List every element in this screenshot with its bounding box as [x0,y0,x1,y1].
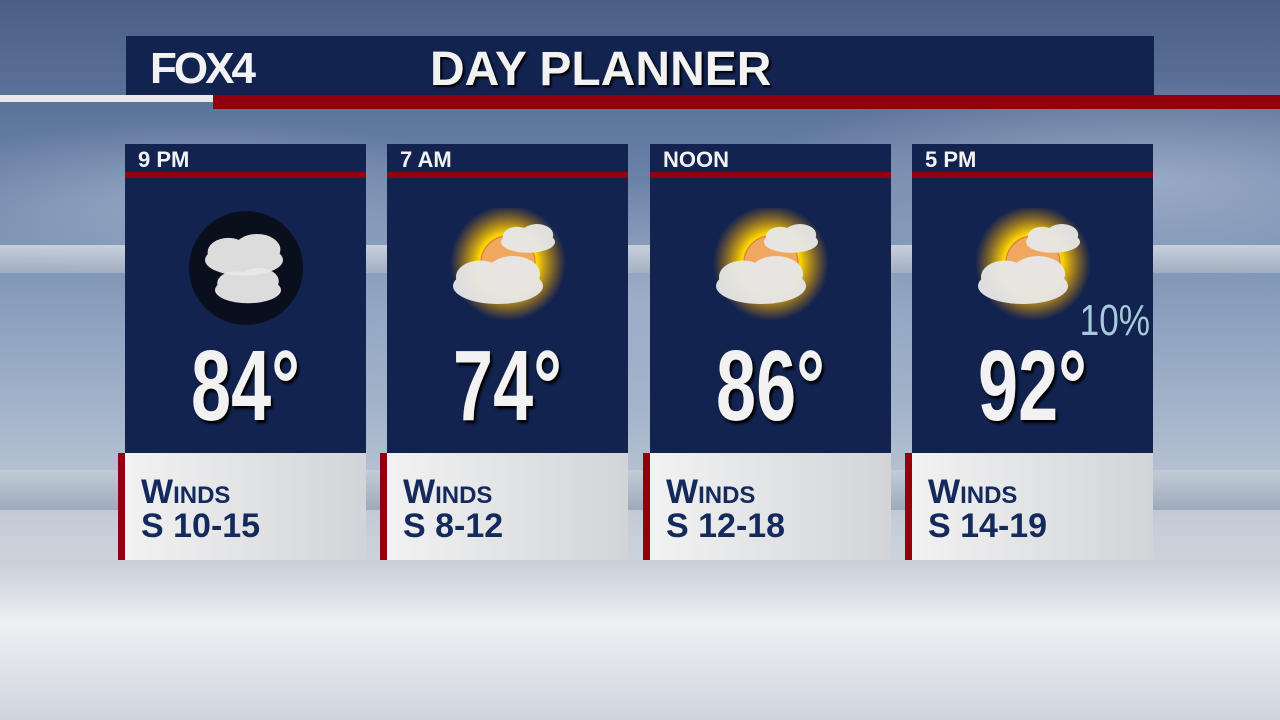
winds-label: Winds [141,473,231,511]
partly-sunny-icon [449,208,566,321]
divider [0,95,213,102]
forecast-body: 10% 92° [912,178,1153,453]
winds-value: S 10-15 [141,507,261,545]
forecast-body: 86° [650,178,891,453]
winds-panel: Winds S 12-18 [643,453,891,560]
background-floor [0,560,1280,720]
fox4-logo: FOX4 [150,44,256,93]
partly-sunny-icon [974,208,1091,321]
page-title: DAY PLANNER [430,43,772,96]
winds-value: S 8-12 [403,507,504,545]
divider [125,172,366,178]
winds-value: S 12-18 [666,507,786,545]
winds-panel: Winds S 10-15 [118,453,366,560]
divider [912,172,1153,178]
temperature: 74° [453,330,562,442]
divider [213,95,1280,109]
header-banner: FOX4 DAY PLANNER [126,36,1154,96]
winds-panel: Winds S 8-12 [380,453,628,560]
forecast-body: 84° [125,178,366,453]
divider [387,172,628,178]
period-time: 5 PM [912,144,1153,172]
winds-panel: Winds S 14-19 [905,453,1153,560]
temperature: 84° [191,330,300,442]
accent-bar [118,453,125,560]
forecast-card: NOON 86° Winds S 12-18 [643,144,891,560]
night-partly-cloudy-icon [188,211,303,325]
accent-bar [380,453,387,560]
accent-bar [643,453,650,560]
forecast-card: 9 PM 84° Winds S 10-15 [118,144,366,560]
period-time: 9 PM [125,144,366,172]
precip-chance: 10% [1079,296,1150,345]
winds-label: Winds [666,473,756,511]
partly-sunny-icon [712,208,829,321]
forecast-card: 5 PM 10% 92° Winds S 14-19 [905,144,1153,560]
forecast-body: 74° [387,178,628,453]
winds-value: S 14-19 [928,507,1048,545]
period-time: NOON [650,144,891,172]
winds-label: Winds [403,473,493,511]
period-time: 7 AM [387,144,628,172]
divider [650,172,891,178]
winds-label: Winds [928,473,1018,511]
temperature: 92° [978,330,1087,442]
temperature: 86° [716,330,825,442]
accent-bar [905,453,912,560]
forecast-card: 7 AM 74° Winds S 8-12 [380,144,628,560]
